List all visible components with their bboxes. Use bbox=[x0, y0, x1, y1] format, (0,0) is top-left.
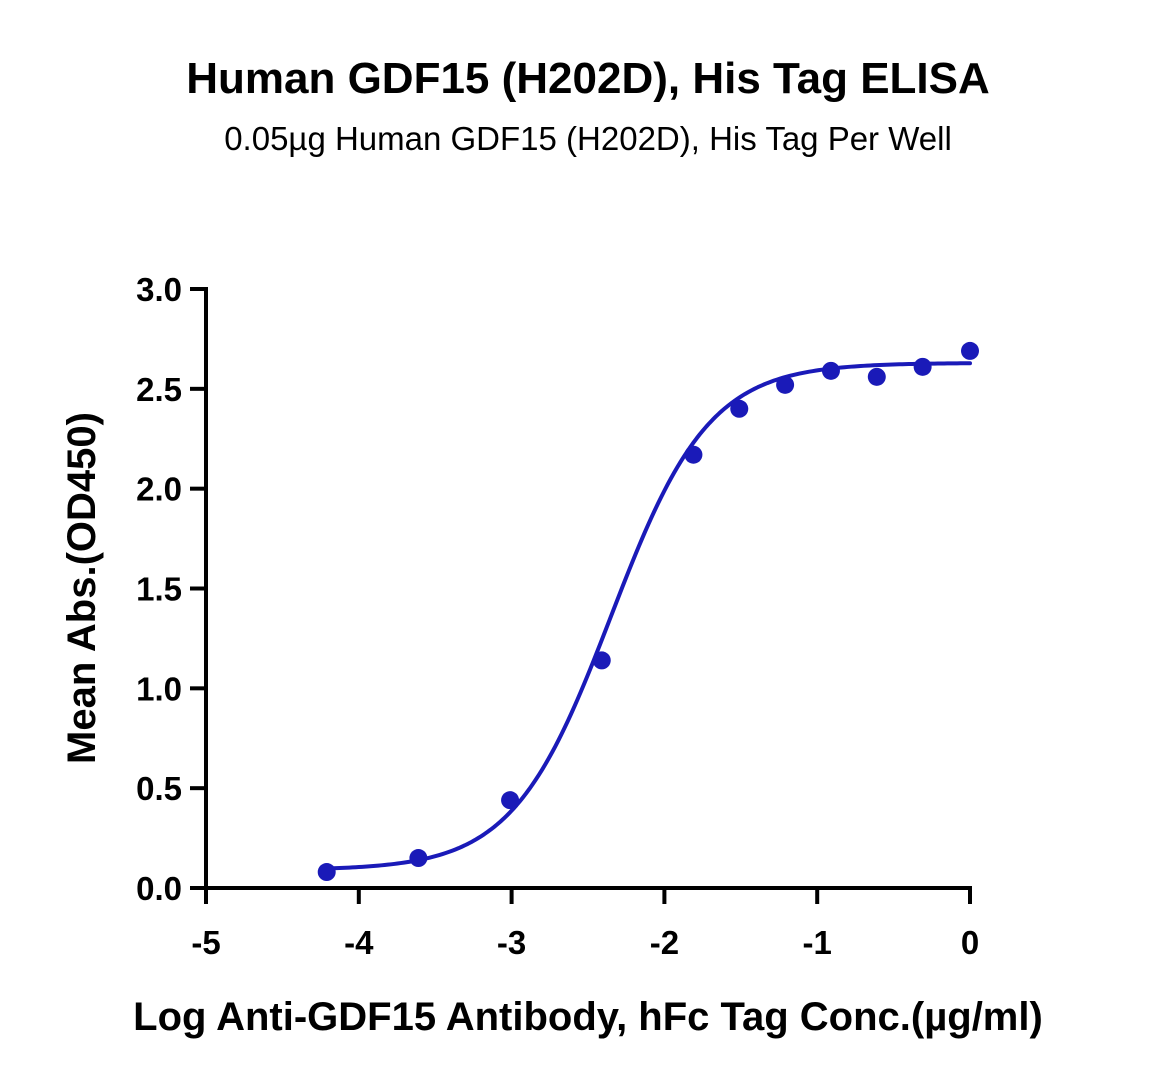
data-point bbox=[867, 367, 886, 386]
y-tick-label: 0.5 bbox=[136, 770, 182, 807]
y-tick-label: 1.0 bbox=[136, 670, 182, 707]
x-ticks: -5 -4 -3 -2 -1 0 bbox=[191, 888, 979, 961]
y-axis-label: Mean Abs.(OD450) bbox=[60, 412, 104, 764]
data-point bbox=[501, 791, 520, 810]
plot-area: 0.0 0.5 1.0 1.5 2.0 2.5 3.0 -5 -4 -3 -2 -1 0 bbox=[136, 271, 979, 961]
data-point bbox=[821, 361, 840, 380]
data-points bbox=[317, 341, 979, 882]
chart-subtitle: 0.05µg Human GDF15 (H202D), His Tag Per … bbox=[224, 120, 952, 157]
x-tick-label: -3 bbox=[497, 924, 526, 961]
y-tick-label: 2.5 bbox=[136, 371, 182, 408]
data-point bbox=[592, 651, 611, 670]
chart-title: Human GDF15 (H202D), His Tag ELISA bbox=[186, 54, 990, 103]
data-point bbox=[317, 863, 336, 882]
y-tick-label: 3.0 bbox=[136, 271, 182, 308]
x-tick-label: -1 bbox=[803, 924, 832, 961]
y-tick-label: 1.5 bbox=[136, 571, 182, 608]
x-axis-label: Log Anti-GDF15 Antibody, hFc Tag Conc.(µ… bbox=[133, 995, 1043, 1039]
data-point bbox=[409, 849, 428, 868]
data-point bbox=[730, 399, 749, 418]
y-tick-label: 0.0 bbox=[136, 870, 182, 907]
x-tick-label: -2 bbox=[650, 924, 679, 961]
fit-curve bbox=[324, 361, 972, 871]
x-tick-label: -4 bbox=[344, 924, 374, 961]
data-point bbox=[913, 357, 932, 376]
data-point bbox=[684, 445, 703, 464]
data-point bbox=[961, 341, 979, 360]
x-tick-label: 0 bbox=[961, 924, 979, 961]
y-ticks: 0.0 0.5 1.0 1.5 2.0 2.5 3.0 bbox=[136, 271, 206, 907]
data-point bbox=[776, 375, 795, 394]
x-tick-label: -5 bbox=[191, 924, 220, 961]
y-tick-label: 2.0 bbox=[136, 471, 182, 508]
